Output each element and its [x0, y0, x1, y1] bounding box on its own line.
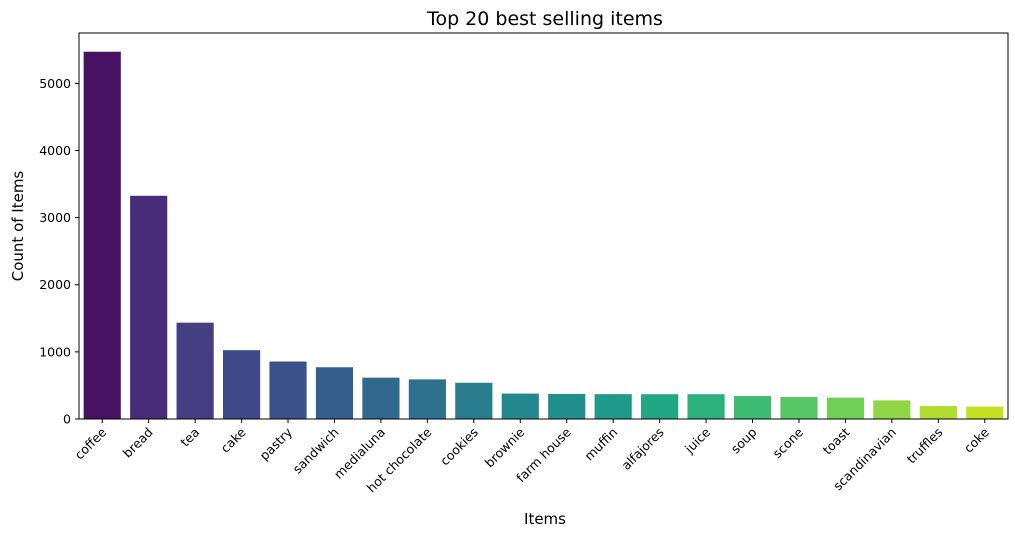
bar-coffee — [83, 51, 121, 419]
x-tick-label: tea — [177, 425, 202, 450]
bar-truffles — [919, 406, 957, 419]
x-axis: coffee bread tea cake pastrysandwichmedialun… — [72, 419, 992, 495]
bar-coke — [966, 406, 1004, 419]
bar-pastry — [269, 361, 307, 419]
x-tick-label: cookies — [437, 425, 481, 469]
y-tick-label: 2000 — [39, 277, 71, 292]
bar-tea — [176, 322, 214, 419]
bar-juice — [687, 394, 725, 419]
y-tick-label: 4000 — [39, 143, 71, 158]
bar-bread — [130, 195, 168, 419]
x-tick-label: cake — [218, 424, 249, 455]
x-tick-label: juice — [681, 424, 713, 456]
bars-group — [83, 51, 1004, 419]
y-axis: 0 1000 2000 3000 4000 5000 — [39, 76, 79, 427]
x-axis-title: Items — [524, 510, 566, 528]
bar-alfajores — [641, 394, 679, 419]
x-tick-label: soup — [728, 424, 760, 456]
x-tick-label: brownie — [482, 424, 528, 470]
y-axis-title: Count of Items — [9, 171, 27, 282]
bar-hot-chocolate — [408, 379, 446, 419]
bar-farm-house — [548, 393, 586, 419]
x-tick-label: alfajores — [618, 425, 666, 473]
bar-scone — [780, 397, 818, 419]
x-tick-label: coffee — [72, 424, 110, 462]
bar-scandinavian — [873, 400, 911, 419]
chart-title: Top 20 best selling items — [426, 8, 663, 30]
x-tick-label: coke — [961, 424, 992, 455]
bar-sandwich — [315, 367, 354, 419]
y-tick-label: 5000 — [39, 76, 71, 91]
x-tick-label: pastry — [257, 424, 296, 463]
bar-soup — [733, 396, 772, 419]
x-tick-label: bread — [120, 425, 156, 461]
bar-toast — [826, 397, 865, 419]
x-tick-label: muffin — [581, 425, 620, 464]
y-tick-label: 3000 — [39, 210, 71, 225]
x-tick-label: truffles — [904, 425, 946, 467]
y-tick-label: 1000 — [39, 344, 71, 359]
x-tick-label: scone — [770, 424, 807, 461]
bar-cake — [222, 350, 261, 419]
plot-frame — [78, 32, 1009, 420]
y-tick-label: 0 — [63, 412, 71, 427]
bar-medialuna — [362, 377, 400, 419]
x-tick-label: toast — [820, 424, 853, 457]
bar-muffin — [594, 394, 632, 419]
bar-brownie — [501, 393, 539, 419]
bar-cookies — [455, 382, 493, 419]
